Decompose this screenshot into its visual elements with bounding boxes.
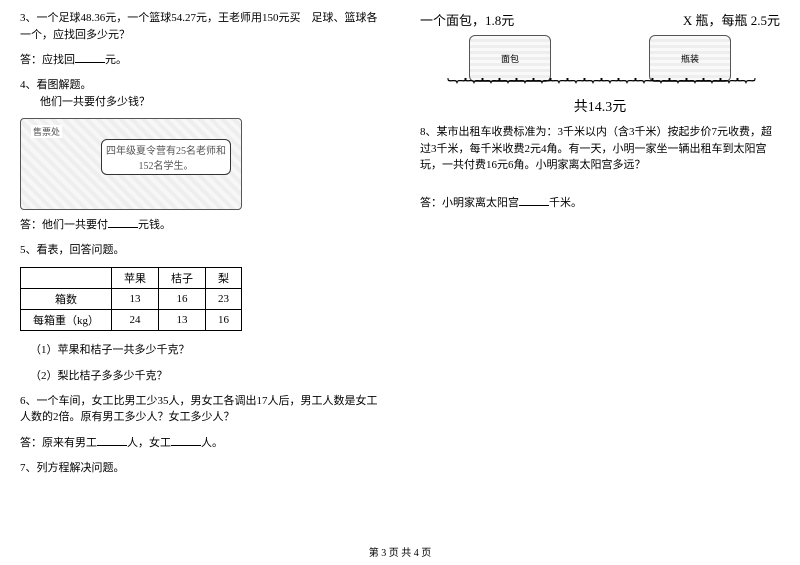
- page: 3、一个足球48.36元，一个篮球54.27元，王老师用150元买 足球、篮球各…: [0, 0, 800, 565]
- q8-answer-line: 答：小明家离太阳宫 千米。: [420, 194, 780, 210]
- q5-text: 5、看表，回答问题。: [20, 244, 125, 256]
- q6-ans-suffix: 人。: [201, 437, 223, 449]
- cell: 23: [206, 288, 242, 309]
- q5-sub2: （2）梨比桔子多多少千克？: [30, 367, 380, 383]
- th-orange: 桔子: [159, 267, 206, 288]
- cell: 箱数: [21, 288, 112, 309]
- question-4: 4、看图解题。 他们一共要付多少钱？: [20, 77, 380, 110]
- th-blank: [21, 267, 112, 288]
- bottle-icon: 瓶装: [649, 35, 731, 82]
- q3-ans-suffix: 元。: [105, 54, 127, 66]
- table-header-row: 苹果 桔子 梨: [21, 267, 242, 288]
- bread-label: 一个面包，1.8元: [420, 10, 514, 29]
- q7-text: 7、列方程解决问题。: [20, 462, 125, 474]
- q6-ans-prefix: 答：原来有男工: [20, 437, 97, 449]
- cell: 13: [159, 309, 206, 330]
- right-column: 一个面包，1.8元 X 瓶，每瓶 2.5元 面包 瓶装 ︸︸︸︸︸︸︸︸︸︸︸︸…: [400, 0, 800, 565]
- q4-ans-suffix: 元钱。: [138, 219, 171, 231]
- cell: 24: [112, 309, 159, 330]
- speech-bubble: 四年级夏令营有25名老师和152名学生。: [101, 139, 231, 175]
- question-7: 7、列方程解决问题。: [20, 460, 380, 477]
- question-3: 3、一个足球48.36元，一个篮球54.27元，王老师用150元买 足球、篮球各…: [20, 10, 380, 43]
- cell: 16: [206, 309, 242, 330]
- q3-text: 3、一个足球48.36元，一个篮球54.27元，王老师用150元买 足球、篮球各…: [20, 12, 378, 41]
- q4-sub: 他们一共要付多少钱？: [40, 96, 150, 108]
- cell: 每箱重（kg）: [21, 309, 112, 330]
- q8-text: 8、某市出租车收费标准为：3千米以内（含3千米）按起步价7元收费，超过3千米，每…: [420, 126, 772, 171]
- q3-answer-line: 答：应找回 元。: [20, 51, 380, 67]
- table-row: 箱数 13 16 23: [21, 288, 242, 309]
- q4-ans-prefix: 答：他们一共要付: [20, 219, 108, 231]
- left-column: 3、一个足球48.36元，一个篮球54.27元，王老师用150元买 足球、篮球各…: [0, 0, 400, 565]
- q5-table: 苹果 桔子 梨 箱数 13 16 23 每箱重（kg） 24 13 16: [20, 267, 242, 331]
- q8-ans-prefix: 答：小明家离太阳宫: [420, 197, 519, 209]
- q4-blank: [108, 216, 138, 228]
- th-apple: 苹果: [112, 267, 159, 288]
- question-5: 5、看表，回答问题。: [20, 242, 380, 259]
- q6-blank-1: [97, 434, 127, 446]
- q3-ans-prefix: 答：应找回: [20, 54, 75, 66]
- q8-ans-suffix: 千米。: [549, 197, 582, 209]
- cell: 13: [112, 288, 159, 309]
- q5-sub1: （1）苹果和桔子一共多少千克？: [30, 341, 380, 357]
- q4-text: 4、看图解题。: [20, 79, 92, 91]
- question-6: 6、一个车间，女工比男工少35人，男女工各调出17人后，男工人数是女工人数的2倍…: [20, 393, 380, 426]
- q6-ans-mid: 人，女工: [127, 437, 171, 449]
- q6-text: 6、一个车间，女工比男工少35人，男女工各调出17人后，男工人数是女工人数的2倍…: [20, 395, 378, 424]
- table-row: 每箱重（kg） 24 13 16: [21, 309, 242, 330]
- page-footer: 第 3 页 共 4 页: [0, 544, 800, 559]
- booth-label: 售票处: [31, 125, 62, 138]
- brace-icon: ︸︸︸︸︸︸︸︸︸︸︸︸︸︸︸︸︸︸: [420, 84, 780, 94]
- th-pear: 梨: [206, 267, 242, 288]
- bread-icon: 面包: [469, 35, 551, 82]
- q6-blank-2: [171, 434, 201, 446]
- q6-answer-line: 答：原来有男工 人，女工 人。: [20, 434, 380, 450]
- bottle-label: X 瓶，每瓶 2.5元: [683, 10, 780, 29]
- q3-blank: [75, 51, 105, 63]
- q4-answer-line: 答：他们一共要付 元钱。: [20, 216, 380, 232]
- cell: 16: [159, 288, 206, 309]
- q4-image: 售票处 四年级夏令营有25名老师和152名学生。: [20, 118, 242, 210]
- q8-blank: [519, 194, 549, 206]
- goods-labels: 一个面包，1.8元 X 瓶，每瓶 2.5元: [420, 10, 780, 29]
- goods-images: 面包 瓶装: [420, 35, 780, 82]
- question-8: 8、某市出租车收费标准为：3千米以内（含3千米）按起步价7元收费，超过3千米，每…: [420, 124, 780, 174]
